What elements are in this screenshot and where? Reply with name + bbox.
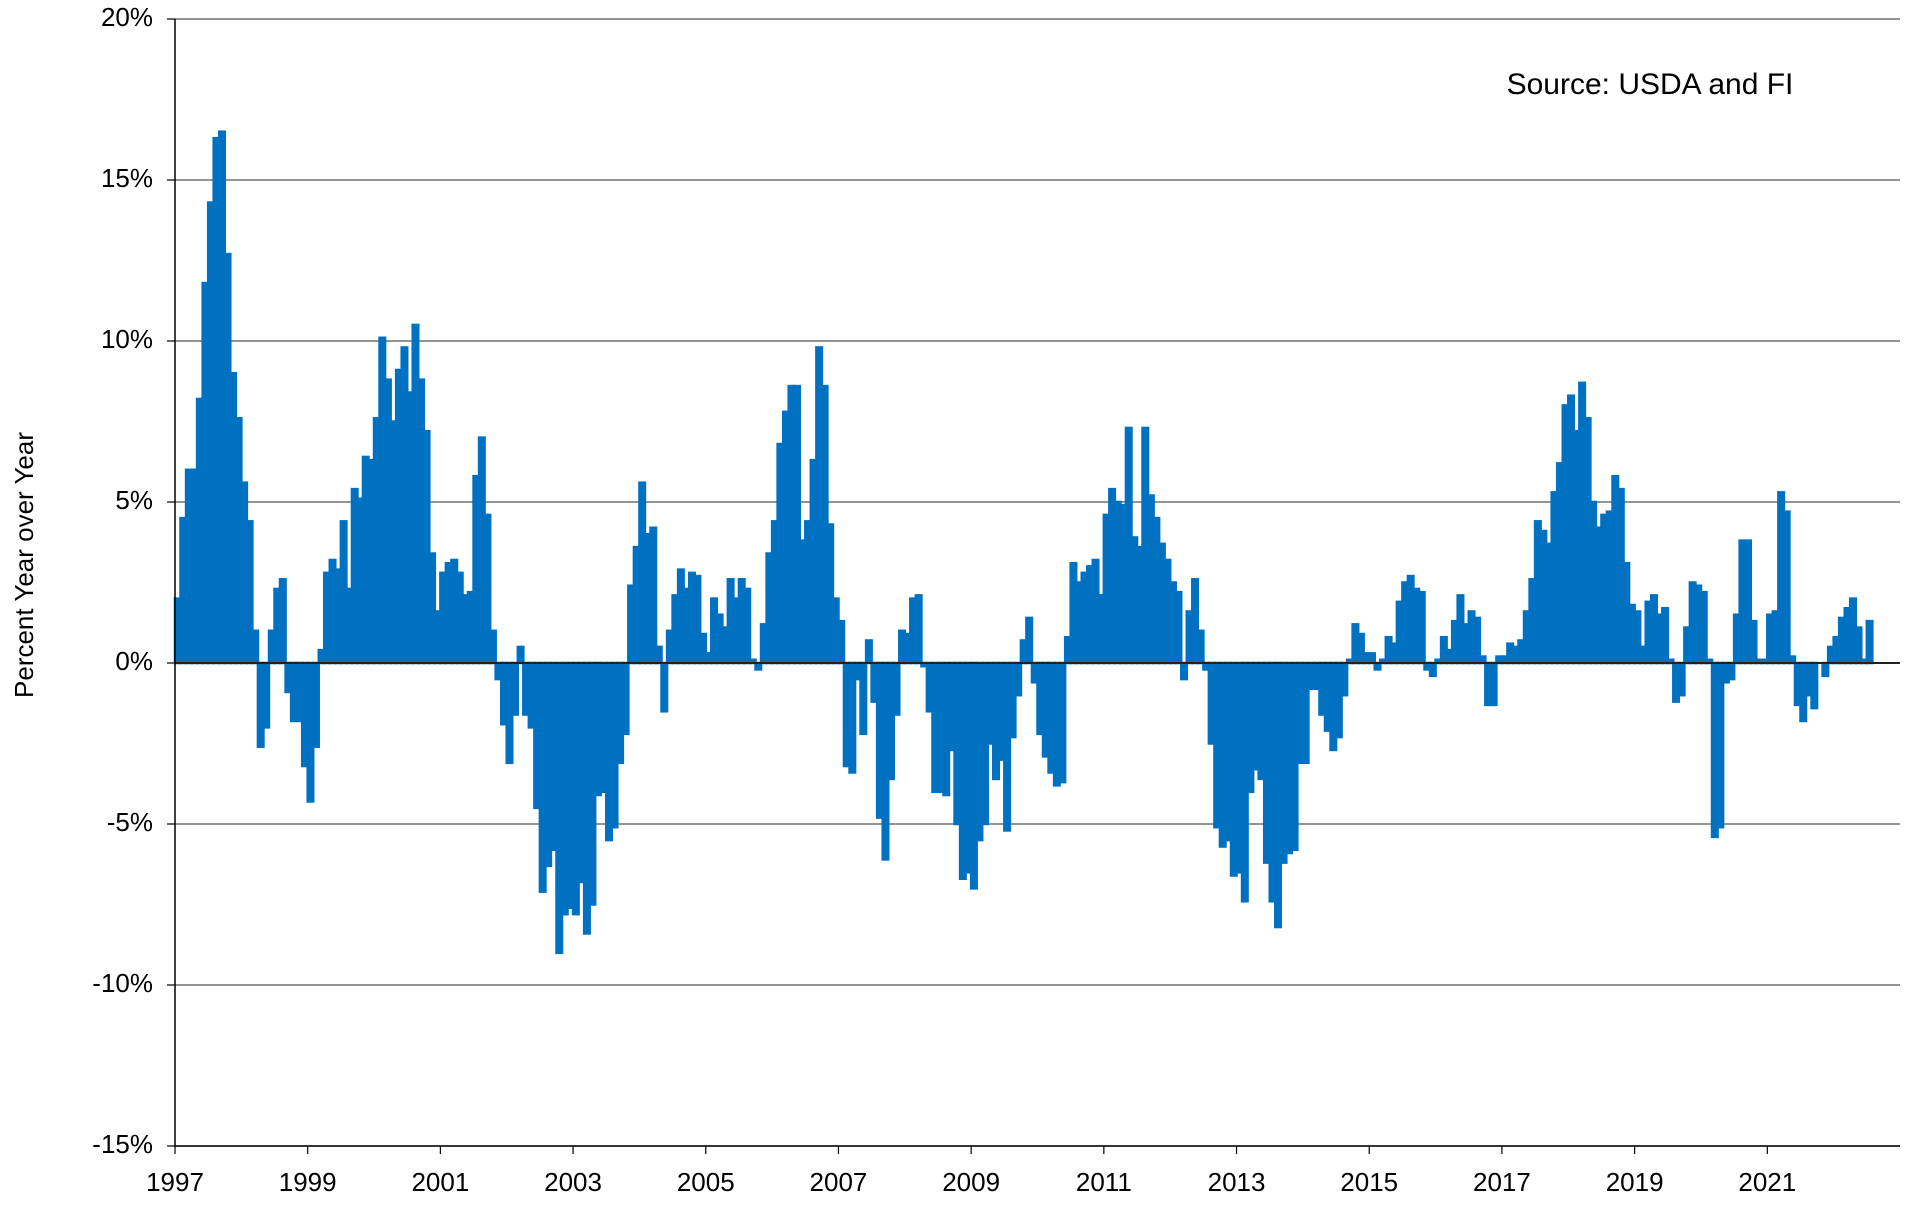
bar (262, 661, 271, 729)
bar (1727, 661, 1736, 681)
bar (1014, 661, 1023, 697)
x-tick-label: 2021 (1738, 1167, 1796, 1197)
y-tick-label: 5% (115, 485, 153, 515)
x-tick-label: 2005 (677, 1167, 735, 1197)
bar (892, 661, 901, 716)
bar (1810, 661, 1819, 710)
bar (1417, 590, 1426, 665)
bar (1749, 619, 1758, 665)
bar (251, 629, 260, 665)
x-tick-label: 2003 (544, 1167, 602, 1197)
bar (621, 661, 630, 736)
x-tick-label: 2013 (1208, 1167, 1266, 1197)
annotation: Source: USDA and FI (1507, 68, 1794, 101)
bar (864, 639, 873, 665)
y-tick-label: -10% (92, 968, 153, 998)
bar (1428, 661, 1437, 678)
bar (1489, 661, 1498, 707)
bar (1174, 590, 1183, 665)
bar (516, 645, 525, 665)
y-tick-label: -15% (92, 1129, 153, 1159)
bar (1782, 510, 1791, 665)
bar (1340, 661, 1349, 697)
bar (1865, 619, 1874, 665)
bar (510, 661, 520, 716)
bar (1367, 652, 1377, 665)
bar (1716, 661, 1725, 829)
x-tick-label: 2001 (411, 1167, 469, 1197)
bar (278, 578, 287, 665)
x-tick-label: 1999 (279, 1167, 337, 1197)
bar (914, 594, 923, 665)
x-tick-label: 2017 (1473, 1167, 1531, 1197)
x-tick-label: 2019 (1606, 1167, 1664, 1197)
bar (654, 645, 663, 665)
bar (488, 629, 497, 665)
x-tick-label: 2009 (942, 1167, 1000, 1197)
bar (1180, 661, 1189, 681)
y-tick-label: -5% (107, 807, 153, 837)
bar (311, 661, 320, 748)
y-tick-label: 10% (101, 324, 153, 354)
bar (1699, 590, 1708, 665)
x-tick-label: 2015 (1340, 1167, 1398, 1197)
y-tick-label: 20% (101, 2, 153, 32)
bar (660, 661, 669, 713)
x-tick-label: 2011 (1076, 1167, 1132, 1197)
bar (649, 526, 658, 665)
bar (1025, 616, 1034, 665)
bar (1058, 661, 1067, 784)
bar (1661, 607, 1670, 665)
y-axis-label: Percent Year over Year (9, 432, 39, 698)
bar (1821, 661, 1830, 678)
x-tick-label: 1997 (146, 1167, 204, 1197)
bar (1677, 661, 1686, 697)
y-tick-label: 0% (115, 646, 153, 676)
bar (743, 587, 752, 665)
bar (1854, 626, 1863, 665)
bar (1196, 629, 1205, 665)
y-tick-label: 15% (101, 163, 153, 193)
bar (837, 619, 846, 665)
x-tick-label: 2007 (810, 1167, 868, 1197)
bar (859, 661, 868, 736)
